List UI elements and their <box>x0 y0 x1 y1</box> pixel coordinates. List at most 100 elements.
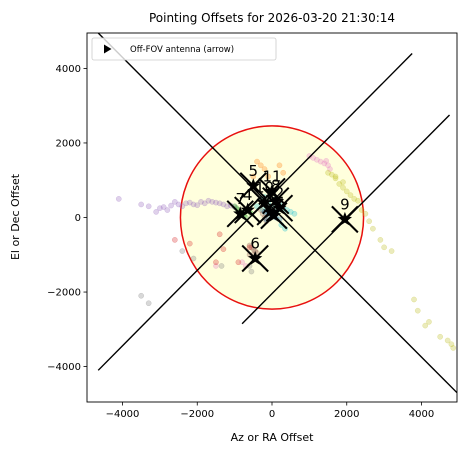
scatter-point-s7-p6 <box>218 263 225 269</box>
antenna-7: 7 <box>226 190 254 228</box>
scatter-point-s7-p5 <box>248 268 255 275</box>
scatter-point-s2-p2 <box>313 156 320 163</box>
scatter-point-s0-p17 <box>216 200 223 207</box>
x-tick-label: 2000 <box>334 409 359 420</box>
scatter-point-s5-p4 <box>246 242 253 249</box>
scatter-point-s0-p13 <box>201 200 208 207</box>
scatter-point-s8-p2 <box>261 166 268 172</box>
scatter-point-s0-p24 <box>171 198 178 205</box>
scatter-point-s3-p7 <box>351 196 358 202</box>
scatter-point-s0-p14 <box>205 197 212 204</box>
scatter-point-s3-p18 <box>411 296 417 303</box>
scatter-point-s8-p3 <box>276 162 283 169</box>
scatter-point-s6-p5 <box>171 237 178 243</box>
scatter-point-s3-p20 <box>426 319 432 325</box>
y-tick-label: 2000 <box>56 138 81 149</box>
scatter-point-s3-p23 <box>448 341 455 348</box>
antenna-1: 1 <box>256 188 284 226</box>
scatter-point-s6-p3 <box>235 259 242 266</box>
scatter-point-s3-p0 <box>325 169 331 176</box>
antenna-label: 11 <box>262 167 281 185</box>
antenna-star-icon <box>272 200 287 215</box>
antenna-star-icon <box>240 202 255 217</box>
antenna-star-icon <box>264 183 280 198</box>
antenna-4: 4 <box>233 186 262 224</box>
antenna-label: 7 <box>235 190 245 208</box>
legend-entry-label: Off-FOV antenna (arrow) <box>130 45 234 55</box>
scatter-point-s0-p12 <box>198 198 204 205</box>
scatter-point-s3-p9 <box>332 175 339 182</box>
scatter-point-s2-p9 <box>239 259 245 266</box>
scatter-point-s2-p5 <box>325 162 331 169</box>
scatter-point-s6-p4 <box>246 244 253 251</box>
scatter-point-s0-p0 <box>115 196 122 202</box>
scatter-point-s3-p16 <box>381 244 387 251</box>
x-tick-label: 0 <box>269 409 275 420</box>
antenna-star-icon <box>337 211 352 226</box>
scatter-point-s3-p22 <box>444 337 451 344</box>
y-tick-label: −4000 <box>47 362 81 373</box>
scatter-point-s3-p3 <box>336 181 343 187</box>
scatter-point-s0-p10 <box>190 201 197 208</box>
scatter-point-s3-p24 <box>450 345 457 351</box>
y-tick-label: −2000 <box>47 288 81 299</box>
x-tick-label: 4000 <box>409 409 434 420</box>
scatter-point-s3-p1 <box>328 171 335 178</box>
scatter-point-s0-p8 <box>183 200 189 207</box>
scatter-point-s0-p3 <box>157 205 163 212</box>
scatter-point-s0-p23 <box>153 209 159 215</box>
scatter-point-s8-p0 <box>254 158 260 165</box>
scatter-point-s2-p1 <box>310 155 316 161</box>
scatter-point-s3-p21 <box>437 333 444 340</box>
scatter-point-s7-p1 <box>138 292 145 299</box>
scatter-point-s0-p15 <box>209 198 216 205</box>
scatter-point-s0-p11 <box>194 202 201 209</box>
scatter-point-s3-p8 <box>355 197 361 204</box>
scatter-point-s3-p2 <box>332 173 339 180</box>
scatter-point-s0-p6 <box>175 201 182 208</box>
scatter-point-s6-p0 <box>216 231 223 238</box>
scatter-point-s0-p19 <box>224 203 231 210</box>
scatter-point-s0-p22 <box>164 207 171 213</box>
scatter-point-s4-p9 <box>291 210 298 217</box>
scatter-point-s3-p12 <box>362 210 369 217</box>
antenna-label: 8 <box>271 177 281 195</box>
scatter-point-s2-p8 <box>213 263 219 269</box>
scatter-point-s7-p3 <box>190 255 197 262</box>
scatter-point-s0-p7 <box>179 203 186 210</box>
scatter-point-s3-p4 <box>340 184 346 191</box>
scatter-point-s8-p6 <box>265 173 272 180</box>
scatter-point-s3-p11 <box>358 207 365 213</box>
scatter-point-s3-p25 <box>422 322 429 329</box>
x-tick-label: −4000 <box>106 409 140 420</box>
scatter-point-s2-p7 <box>327 166 333 172</box>
scatter-point-s3-p15 <box>377 237 384 243</box>
scatter-point-s7-p0 <box>145 300 152 307</box>
scatter-point-s0-p9 <box>186 199 193 206</box>
antenna-label: 2 <box>275 184 285 202</box>
legend-box <box>91 37 277 61</box>
antenna-star-icon <box>248 251 263 265</box>
legend-marker-triangle-icon <box>104 44 112 54</box>
scatter-point-s3-p5 <box>343 188 350 195</box>
antenna-label: 3 <box>269 192 279 210</box>
scatter-point-s0-p4 <box>160 204 167 210</box>
x-axis-label: Az or RA Offset <box>231 431 314 444</box>
antenna-label: 5 <box>249 162 259 180</box>
antenna-label: 6 <box>250 235 260 253</box>
scatter-point-s6-p6 <box>186 240 193 247</box>
scatter-point-s7-p2 <box>179 248 186 254</box>
scatter-point-s3-p10 <box>340 179 346 185</box>
scatter-point-s8-p1 <box>257 162 264 169</box>
antenna-label: 1 <box>265 188 275 206</box>
antenna-star-icon <box>257 195 272 209</box>
scatter-point-s3-p14 <box>370 225 376 232</box>
y-tick-label: 4000 <box>56 64 81 75</box>
scatter-point-s2-p6 <box>323 157 330 164</box>
scatter-point-s6-p1 <box>213 259 219 266</box>
y-tick-label: 0 <box>75 213 81 224</box>
scatter-point-s3-p6 <box>347 192 354 198</box>
antenna-star-icon <box>233 206 248 220</box>
